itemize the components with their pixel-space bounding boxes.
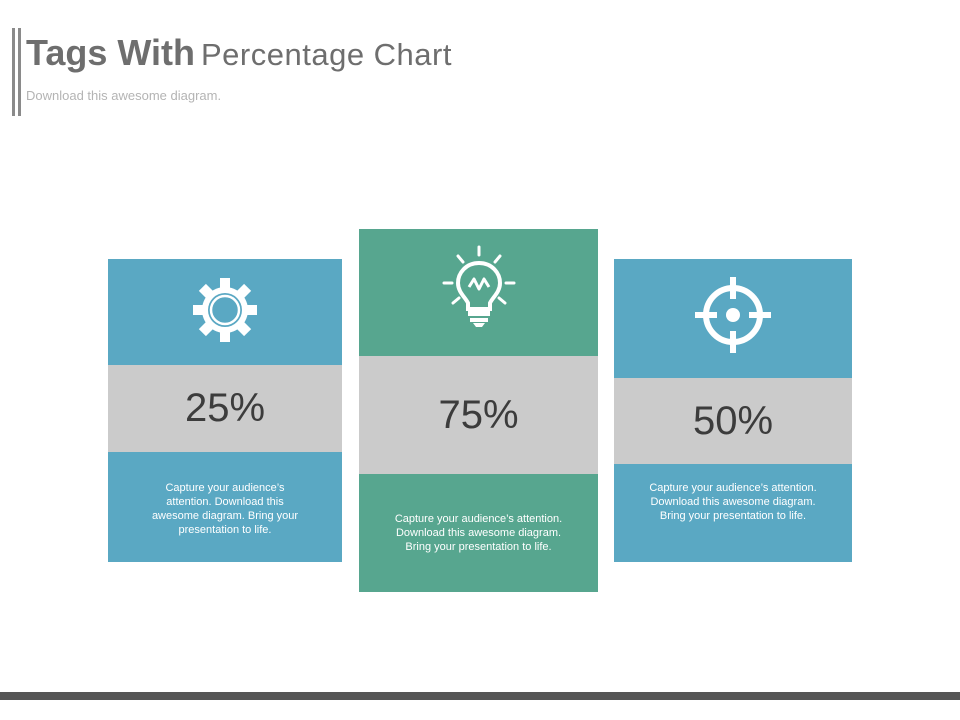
tag-card-footer: Capture your audience’s attention. Downl… (614, 464, 852, 562)
tag-card-header (108, 259, 342, 365)
card-description: Capture your audience’s attention. Downl… (649, 482, 817, 522)
tag-card-header (614, 259, 852, 378)
lightbulb-icon (442, 245, 515, 327)
percent-panel: 75% (359, 356, 598, 474)
card-description: Capture your audience’s attention. Downl… (394, 513, 563, 553)
tag-card-header (359, 229, 598, 356)
card-description: Capture your audience’s attention. Downl… (151, 482, 299, 536)
percent-panel: 25% (108, 365, 342, 452)
page-subtitle: Download this awesome diagram. (26, 88, 222, 103)
page-title: Tags With Percentage Chart (26, 32, 452, 74)
percent-value: 25% (184, 386, 266, 430)
percent-value: 50% (692, 398, 774, 443)
title-accent-bar (18, 28, 21, 116)
gear-icon (193, 278, 257, 342)
tag-card-3: 50% Capture your audience’s attention. D… (614, 259, 852, 562)
crosshair-icon (695, 277, 771, 353)
tag-card-1: 25% Capture your audience’s attention. D… (108, 259, 342, 562)
percent-value: 75% (438, 392, 519, 437)
page-title-light: Percentage Chart (201, 37, 452, 72)
tag-card-2: 75% Capture your audience’s attention. D… (359, 229, 598, 592)
tag-card-footer: Capture your audience’s attention. Downl… (359, 474, 598, 592)
tag-card-footer: Capture your audience’s attention. Downl… (108, 452, 342, 562)
page-title-bold: Tags With (26, 32, 195, 73)
percent-panel: 50% (614, 378, 852, 464)
title-accent-bar (12, 28, 15, 116)
footer-divider (0, 692, 960, 700)
